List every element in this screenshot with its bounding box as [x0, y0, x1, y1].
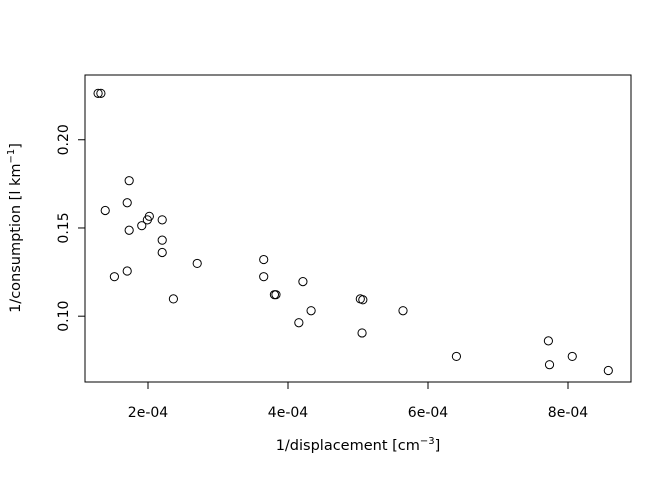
data-point: [109, 272, 120, 282]
data-point: [93, 88, 103, 98]
data-point: [294, 318, 304, 328]
data-point: [451, 351, 462, 362]
data-point: [168, 294, 179, 304]
data-point: [357, 328, 367, 338]
x-axis-label: 1/displacement [cm−3]: [276, 436, 441, 454]
data-point: [603, 365, 613, 376]
data-point: [358, 295, 368, 305]
data-point: [298, 277, 308, 287]
data-point: [567, 351, 577, 362]
data-point: [122, 198, 132, 208]
data-point: [137, 221, 147, 231]
x-tick-label: 4e-04: [268, 405, 308, 421]
y-axis-label: 1/consumption [l km−1]: [6, 143, 24, 313]
x-axis: 2e-04 4e-04 6e-04 8e-04: [128, 381, 588, 421]
data-point: [157, 215, 167, 225]
data-point: [124, 176, 134, 186]
data-point: [544, 360, 555, 370]
data-point: [271, 290, 281, 300]
data-point: [96, 88, 106, 98]
data-point: [306, 306, 316, 316]
y-tick-label: 0.15: [56, 212, 72, 243]
data-point: [100, 205, 110, 216]
x-tick-label: 6e-04: [408, 405, 448, 421]
data-point: [259, 254, 269, 265]
y-tick-label: 0.10: [56, 301, 72, 332]
data-point: [543, 336, 554, 346]
y-tick-label: 0.20: [56, 124, 72, 155]
data-point: [157, 247, 167, 258]
data-point: [157, 235, 167, 245]
data-point: [259, 272, 269, 282]
x-tick-label: 2e-04: [128, 405, 168, 421]
data-point: [192, 258, 202, 269]
y-axis: 0.10 0.15 0.20: [56, 124, 86, 332]
data-point: [122, 266, 132, 276]
data-point: [144, 211, 154, 221]
data-points: [93, 88, 613, 376]
x-tick-label: 8e-04: [548, 405, 588, 421]
plot-area-frame: [84, 74, 632, 383]
data-point: [124, 225, 134, 235]
data-point: [398, 306, 408, 316]
